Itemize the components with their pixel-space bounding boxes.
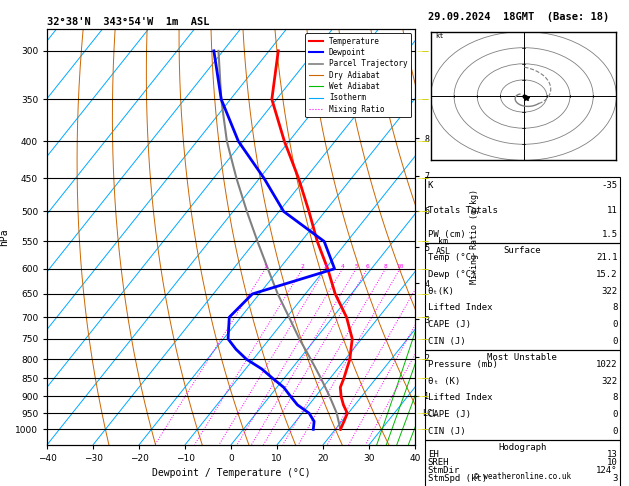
Text: 1022: 1022 <box>596 360 618 369</box>
Text: —: — <box>416 208 424 214</box>
Text: —: — <box>421 48 428 54</box>
Text: Temp (°C): Temp (°C) <box>428 253 476 262</box>
Text: 11: 11 <box>607 206 618 215</box>
Text: —: — <box>416 356 424 362</box>
Text: —: — <box>421 139 428 144</box>
Text: 1: 1 <box>264 264 267 269</box>
Text: 4: 4 <box>341 264 345 269</box>
Text: -35: -35 <box>601 181 618 190</box>
Text: Pressure (mb): Pressure (mb) <box>428 360 498 369</box>
Text: —: — <box>421 426 428 433</box>
Text: 3: 3 <box>612 473 618 483</box>
Text: CIN (J): CIN (J) <box>428 427 465 436</box>
Text: 6: 6 <box>365 264 369 269</box>
Text: Mixing Ratio (g/kg): Mixing Ratio (g/kg) <box>470 190 479 284</box>
Text: Surface: Surface <box>503 246 541 255</box>
Text: —: — <box>421 291 428 297</box>
Text: —: — <box>416 314 424 320</box>
Text: —: — <box>416 48 424 54</box>
Text: —: — <box>421 96 428 103</box>
Text: © weatheronline.co.uk: © weatheronline.co.uk <box>474 472 571 481</box>
Y-axis label: hPa: hPa <box>0 228 9 246</box>
Text: —: — <box>416 426 424 433</box>
Text: 0: 0 <box>612 337 618 346</box>
Text: EH: EH <box>428 450 438 459</box>
Text: —: — <box>416 266 424 272</box>
Text: 32°38'N  343°54'W  1m  ASL: 32°38'N 343°54'W 1m ASL <box>47 17 209 27</box>
Text: kt: kt <box>435 33 444 39</box>
Text: Lifted Index: Lifted Index <box>428 394 493 402</box>
Text: 10: 10 <box>396 264 404 269</box>
Text: 10: 10 <box>607 458 618 467</box>
Text: 0: 0 <box>612 410 618 419</box>
Text: Most Unstable: Most Unstable <box>487 353 557 362</box>
Text: CAPE (J): CAPE (J) <box>428 320 470 329</box>
Text: 0: 0 <box>612 427 618 436</box>
Text: 13: 13 <box>607 450 618 459</box>
X-axis label: Dewpoint / Temperature (°C): Dewpoint / Temperature (°C) <box>152 469 311 478</box>
Text: 15.2: 15.2 <box>596 270 618 279</box>
Text: CAPE (J): CAPE (J) <box>428 410 470 419</box>
Text: Lifted Index: Lifted Index <box>428 303 493 312</box>
Text: LCL: LCL <box>422 409 437 418</box>
Legend: Temperature, Dewpoint, Parcel Trajectory, Dry Adiabat, Wet Adiabat, Isotherm, Mi: Temperature, Dewpoint, Parcel Trajectory… <box>305 33 411 117</box>
Text: 0: 0 <box>612 320 618 329</box>
Text: —: — <box>421 239 428 244</box>
Text: 29.09.2024  18GMT  (Base: 18): 29.09.2024 18GMT (Base: 18) <box>428 12 609 22</box>
Text: 8: 8 <box>612 394 618 402</box>
Text: —: — <box>421 393 428 399</box>
Text: 5: 5 <box>354 264 358 269</box>
Text: Hodograph: Hodograph <box>498 443 546 451</box>
Text: —: — <box>416 393 424 399</box>
Text: Dewp (°C): Dewp (°C) <box>428 270 476 279</box>
Text: —: — <box>421 266 428 272</box>
Text: 3: 3 <box>324 264 328 269</box>
Text: 21.1: 21.1 <box>596 253 618 262</box>
Text: 1.5: 1.5 <box>601 230 618 239</box>
Text: —: — <box>416 175 424 181</box>
Y-axis label: km
ASL: km ASL <box>435 237 450 256</box>
Text: —: — <box>416 336 424 342</box>
Text: StmSpd (kt): StmSpd (kt) <box>428 473 487 483</box>
Text: —: — <box>421 175 428 181</box>
Text: SREH: SREH <box>428 458 449 467</box>
Text: —: — <box>416 96 424 103</box>
Text: —: — <box>416 139 424 144</box>
Text: —: — <box>416 410 424 416</box>
Text: StmDir: StmDir <box>428 466 460 475</box>
Text: CIN (J): CIN (J) <box>428 337 465 346</box>
Text: —: — <box>421 336 428 342</box>
Text: 124°: 124° <box>596 466 618 475</box>
Text: 2: 2 <box>301 264 304 269</box>
Text: —: — <box>416 375 424 381</box>
Text: —: — <box>421 314 428 320</box>
Text: —: — <box>416 239 424 244</box>
Text: Totals Totals: Totals Totals <box>428 206 498 215</box>
Text: —: — <box>421 375 428 381</box>
Text: —: — <box>421 208 428 214</box>
Text: —: — <box>421 410 428 416</box>
Text: 8: 8 <box>384 264 387 269</box>
Text: θₜ (K): θₜ (K) <box>428 377 460 386</box>
Text: θₜ(K): θₜ(K) <box>428 287 455 295</box>
Text: 322: 322 <box>601 287 618 295</box>
Text: —: — <box>416 291 424 297</box>
Text: K: K <box>428 181 433 190</box>
Text: 322: 322 <box>601 377 618 386</box>
Text: PW (cm): PW (cm) <box>428 230 465 239</box>
Text: 8: 8 <box>612 303 618 312</box>
Text: —: — <box>421 356 428 362</box>
